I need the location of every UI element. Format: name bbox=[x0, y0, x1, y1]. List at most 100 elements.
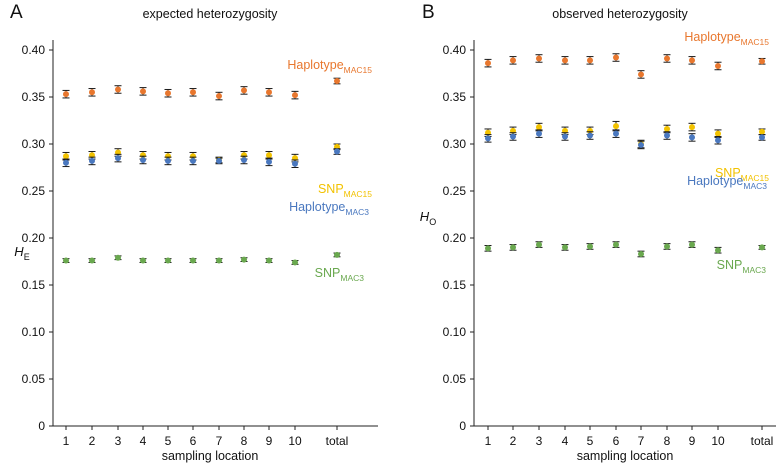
data-point bbox=[63, 159, 69, 166]
series-label-sub: MAC15 bbox=[741, 173, 770, 183]
data-point bbox=[664, 55, 670, 62]
y-tick-label: 0.40 bbox=[443, 43, 467, 57]
data-point bbox=[89, 257, 95, 264]
data-point bbox=[613, 54, 619, 61]
series-label-haplotype-mac15: HaplotypeMAC15 bbox=[287, 58, 372, 75]
data-point bbox=[759, 134, 765, 141]
data-point bbox=[715, 247, 721, 254]
series-label-sub: MAC3 bbox=[340, 273, 364, 283]
y-tick-label: 0 bbox=[459, 419, 466, 433]
data-point bbox=[510, 133, 516, 140]
data-point bbox=[613, 130, 619, 137]
y-tick-label: 0.10 bbox=[22, 325, 46, 339]
x-tick-label: total bbox=[751, 434, 774, 448]
y-tick-label: 0.05 bbox=[443, 372, 467, 386]
series-label-sub: MAC15 bbox=[741, 37, 770, 47]
y-tick-label: 0.35 bbox=[443, 90, 467, 104]
x-tick-label: 8 bbox=[241, 434, 248, 448]
data-point bbox=[689, 57, 695, 64]
series-label-main: Haplotype bbox=[684, 30, 740, 44]
data-point bbox=[759, 244, 765, 251]
series-haplotype-mac3 bbox=[62, 148, 341, 168]
data-point bbox=[216, 93, 222, 100]
panel-letter: B bbox=[422, 2, 435, 23]
data-point bbox=[165, 153, 171, 160]
x-tick-label: 4 bbox=[140, 434, 147, 448]
x-tick-label: 3 bbox=[536, 434, 543, 448]
x-tick-label: 10 bbox=[711, 434, 725, 448]
series-snp-mac15 bbox=[62, 143, 341, 164]
data-point bbox=[510, 57, 516, 64]
data-point bbox=[689, 134, 695, 141]
y-axis-label: HE bbox=[14, 244, 29, 262]
data-point bbox=[334, 251, 340, 258]
data-marks bbox=[62, 77, 341, 266]
data-point bbox=[165, 90, 171, 97]
y-tick-label: 0.35 bbox=[22, 90, 46, 104]
data-point bbox=[664, 125, 670, 132]
data-point bbox=[165, 157, 171, 164]
y-tick-label: 0 bbox=[38, 419, 45, 433]
data-point bbox=[587, 57, 593, 64]
y-tick-label: 0.40 bbox=[22, 43, 46, 57]
data-point bbox=[63, 153, 69, 160]
series-label-haplotype-mac15: HaplotypeMAC15 bbox=[684, 30, 769, 47]
data-point bbox=[190, 153, 196, 160]
data-point bbox=[241, 87, 247, 94]
series-snp-mac15 bbox=[484, 120, 766, 149]
data-point bbox=[613, 241, 619, 248]
series-label-snp-mac3: SNPMAC3 bbox=[315, 266, 365, 283]
data-point bbox=[715, 130, 721, 137]
data-point bbox=[759, 58, 765, 65]
data-point bbox=[115, 86, 121, 93]
y-tick-label: 0.25 bbox=[443, 184, 467, 198]
panel-letter: A bbox=[10, 2, 23, 23]
data-point bbox=[587, 127, 593, 134]
data-point bbox=[292, 92, 298, 99]
data-point bbox=[485, 60, 491, 67]
x-tick-label: 2 bbox=[89, 434, 96, 448]
series-haplotype-mac15 bbox=[484, 53, 766, 79]
x-tick-label: 6 bbox=[190, 434, 197, 448]
series-snp-mac3 bbox=[484, 241, 766, 258]
x-tick-label: 6 bbox=[613, 434, 620, 448]
x-tick-label: 1 bbox=[63, 434, 70, 448]
data-point bbox=[140, 152, 146, 159]
data-point bbox=[613, 123, 619, 130]
x-axis-ticks: 1 2 3 4 5 6 7 8 9 10 total bbox=[63, 426, 348, 448]
series-label-haplotype-mac3: HaplotypeMAC3 bbox=[289, 200, 369, 217]
data-point bbox=[562, 244, 568, 251]
series-snp-mac3 bbox=[62, 251, 341, 266]
x-tick-label: 7 bbox=[216, 434, 223, 448]
y-tick-label: 0.20 bbox=[22, 231, 46, 245]
y-tick-label: 0.30 bbox=[443, 137, 467, 151]
panel-a: A expected heterozygosity 00.050.100.150… bbox=[10, 2, 378, 463]
x-tick-label: 4 bbox=[562, 434, 569, 448]
data-point bbox=[241, 156, 247, 163]
series-label-sub: MAC3 bbox=[743, 181, 767, 191]
x-axis-label: sampling location bbox=[577, 449, 674, 463]
data-marks bbox=[484, 53, 766, 258]
x-axis-ticks: 1 2 3 4 5 6 7 8 9 10 total bbox=[485, 426, 774, 448]
data-point bbox=[715, 137, 721, 144]
data-point bbox=[241, 152, 247, 159]
chart-title: expected heterozygosity bbox=[143, 7, 279, 21]
x-tick-label: 2 bbox=[510, 434, 517, 448]
data-point bbox=[190, 257, 196, 264]
y-tick-label: 0.20 bbox=[443, 231, 467, 245]
series-label-main: SNP bbox=[715, 166, 741, 180]
series-label-main: Haplotype bbox=[289, 200, 345, 214]
y-axis-ticks: 0 0.05 0.10 0.15 0.20 0.25 0.30 0.35 0.40 bbox=[443, 43, 474, 433]
y-axis-ticks: 0 0.05 0.10 0.15 0.20 0.25 0.30 0.35 0.40 bbox=[22, 43, 53, 433]
x-tick-label: 10 bbox=[288, 434, 302, 448]
data-point bbox=[190, 89, 196, 96]
data-point bbox=[638, 250, 644, 257]
data-point bbox=[334, 148, 340, 155]
data-point bbox=[216, 257, 222, 264]
y-axis-label-sub: O bbox=[429, 217, 436, 227]
series-label-main: SNP bbox=[717, 258, 743, 272]
series-label-snp-mac15: SNPMAC15 bbox=[715, 166, 769, 183]
data-point bbox=[89, 89, 95, 96]
data-point bbox=[140, 156, 146, 163]
